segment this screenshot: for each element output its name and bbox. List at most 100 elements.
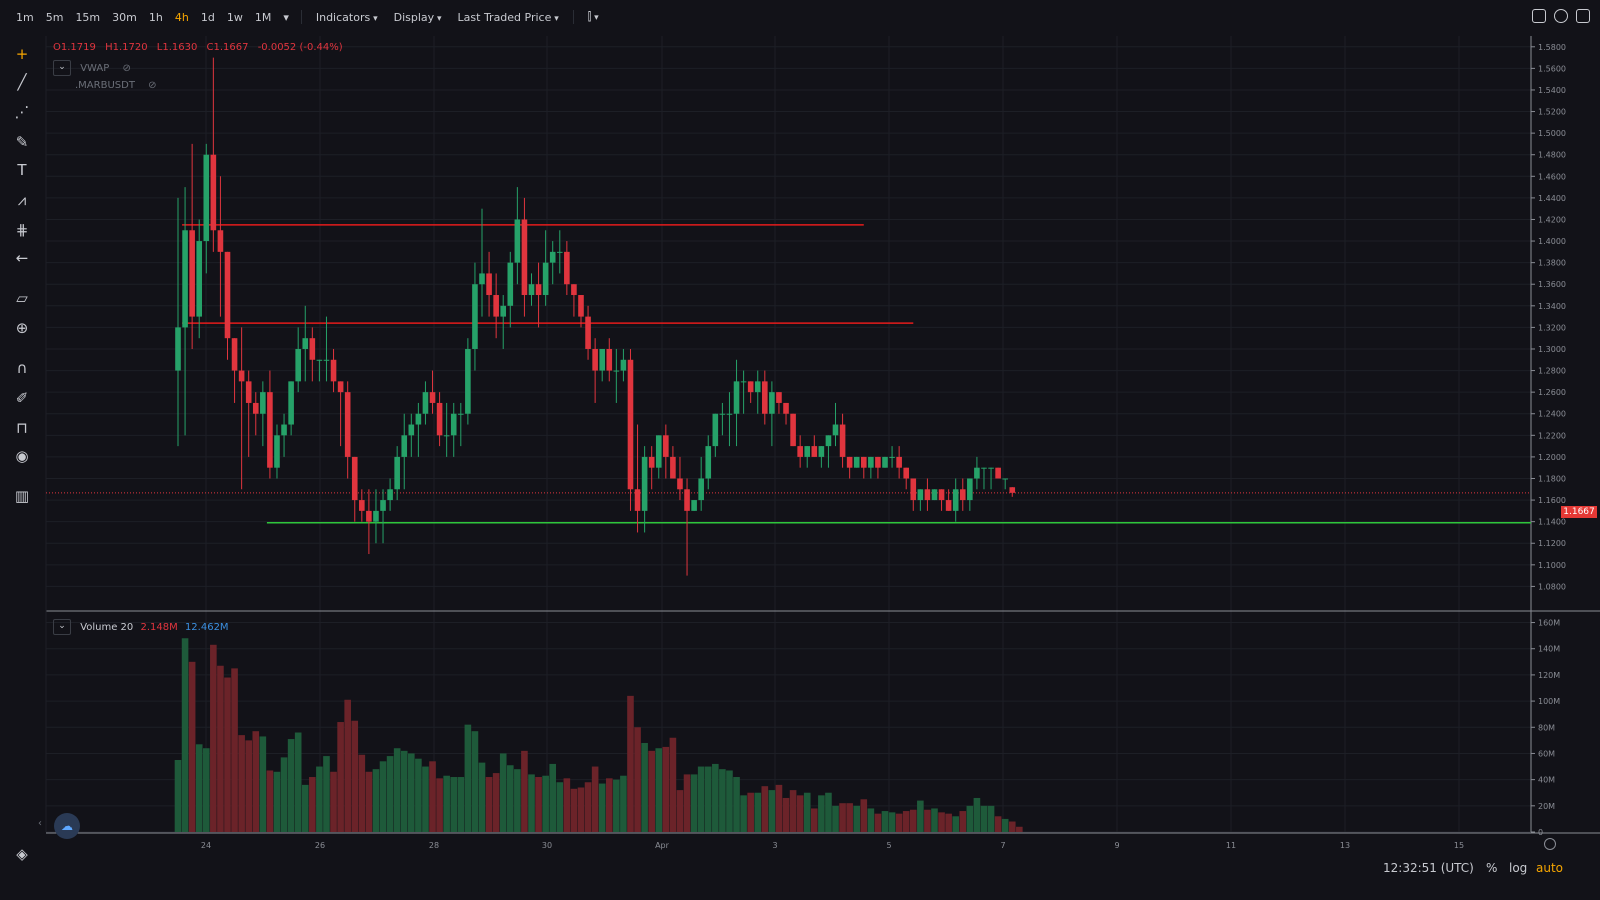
settings-icon[interactable] [1554,9,1568,23]
percent-scale-toggle[interactable]: % [1486,861,1498,875]
candle-body [981,467,987,469]
timeframe-1h[interactable]: 1h [148,10,163,24]
unlock-icon[interactable]: ⊓ [16,419,28,437]
collapse-toolbar-chevron-icon[interactable]: ‹ [38,818,42,829]
chart-type-candles-icon[interactable]: ⫿ [580,10,607,24]
trash-icon[interactable]: ▥ [14,487,30,505]
price-tick-label: 1.4600 [1538,172,1566,181]
crosshair-icon[interactable]: + [15,45,29,63]
trendline-icon[interactable]: ╱ [17,73,27,91]
volume-bar [485,777,493,832]
eye-icon[interactable]: ◉ [15,447,29,465]
timeframe-15m[interactable]: 15m [75,10,101,24]
volume-bar [238,735,245,832]
time-tick-label: Apr [655,841,670,850]
hidden-eye-icon[interactable]: ⊘ [148,80,157,91]
volume-bar [676,790,684,832]
auto-scale-toggle[interactable]: auto [1536,861,1564,875]
candle-body [231,338,238,371]
camera-icon[interactable] [1532,9,1546,23]
magnet-icon[interactable]: ∩ [16,359,28,377]
time-tick-label: 15 [1454,841,1464,850]
drawing-toolbar: + ╱ ⋰ ✎ T ⩘ ⋕ ← ▱ ⊕ ∩ ✐ ⊓ ◉ ▥ ◈ [0,34,44,900]
candle-body [945,500,952,511]
timeframe-dropdown-chevron-icon[interactable]: ▾ [283,10,289,24]
collapse-volume-chevron-icon[interactable]: ⌄ [53,619,71,635]
indicators-menu[interactable]: Indicators [308,11,386,24]
volume-bar [584,782,592,832]
time-tick-label: 30 [542,841,552,850]
log-scale-toggle[interactable]: log [1509,861,1528,875]
candle-body [818,446,825,457]
layers-icon[interactable]: ◈ [16,845,28,863]
candle-body [592,348,598,371]
display-menu[interactable]: Display [386,11,450,24]
volume-tick-label: 20M [1538,802,1555,811]
timeframe-30m[interactable]: 30m [112,10,137,24]
timeframe-4h[interactable]: 4h [174,10,189,24]
candle-body [309,338,316,360]
volume-bar [860,799,868,832]
volume-bar [245,740,252,832]
candle-body [436,402,443,436]
volume-bar [330,771,337,832]
measure-tool-icon[interactable]: ⋕ [15,221,29,239]
volume-bar [818,795,825,832]
candle-body [542,262,549,296]
price-tick-label: 1.3400 [1538,302,1566,311]
price-tick-label: 1.5000 [1538,129,1566,138]
time-tick-label: 24 [201,841,211,850]
candle-body [641,456,648,511]
candle-body [323,359,330,361]
time-tick-label: 7 [1000,841,1005,850]
text-tool-icon[interactable]: T [17,161,27,179]
volume-bar [563,778,571,832]
axis-settings-gear-icon[interactable] [1544,838,1556,850]
volume-bar [1008,821,1016,832]
candle-body [458,413,464,415]
volume-bar [450,777,458,832]
ruler-icon[interactable]: ▱ [16,289,28,307]
price-tick-label: 1.5600 [1538,64,1566,73]
volume-bar [528,774,535,832]
lock-drawing-icon[interactable]: ✐ [15,389,29,407]
candle-body [959,489,966,501]
volume-bar [853,805,861,832]
fib-tool-icon[interactable]: ⋰ [14,103,30,121]
timeframe-1d[interactable]: 1d [200,10,215,24]
app-logo-button[interactable]: ☁ [54,813,80,839]
timeframe-1m[interactable]: 1m [16,10,34,24]
candle-body [224,251,231,339]
candle-body [252,402,259,414]
zoom-in-icon[interactable]: ⊕ [15,319,29,337]
candle-body [366,510,372,522]
timeframe-1w[interactable]: 1w [226,10,243,24]
price-tick-label: 1.5400 [1538,86,1566,95]
candle-body [245,381,252,403]
collapse-indicators-chevron-icon[interactable]: ⌄ [53,60,71,76]
volume-bar [895,813,903,832]
volume-bar [683,774,691,832]
volume-tick-label: 80M [1538,723,1555,732]
volume-bar [832,805,839,832]
price-tick-label: 1.4200 [1538,215,1566,224]
price-source-menu[interactable]: Last Traded Price [450,11,567,24]
timeframe-5m[interactable]: 5m [45,10,64,24]
fullscreen-icon[interactable] [1576,9,1590,23]
candle-body [337,381,344,393]
brush-icon[interactable]: ✎ [15,133,29,151]
candle-body [719,413,726,415]
candle-body [974,467,980,479]
volume-bar [259,736,267,832]
pattern-tool-icon[interactable]: ⩘ [17,191,27,209]
timeframe-1M[interactable]: 1M [254,10,272,24]
volume-bar [1016,826,1023,832]
candle-body [811,446,818,457]
back-arrow-icon[interactable]: ← [15,249,29,267]
candle-body [846,456,853,468]
hidden-eye-icon[interactable]: ⊘ [122,63,131,74]
volume-bar [386,756,394,832]
volume-value-2: 12.462M [184,622,229,633]
candle-body [967,478,973,501]
volume-bar [697,766,705,832]
